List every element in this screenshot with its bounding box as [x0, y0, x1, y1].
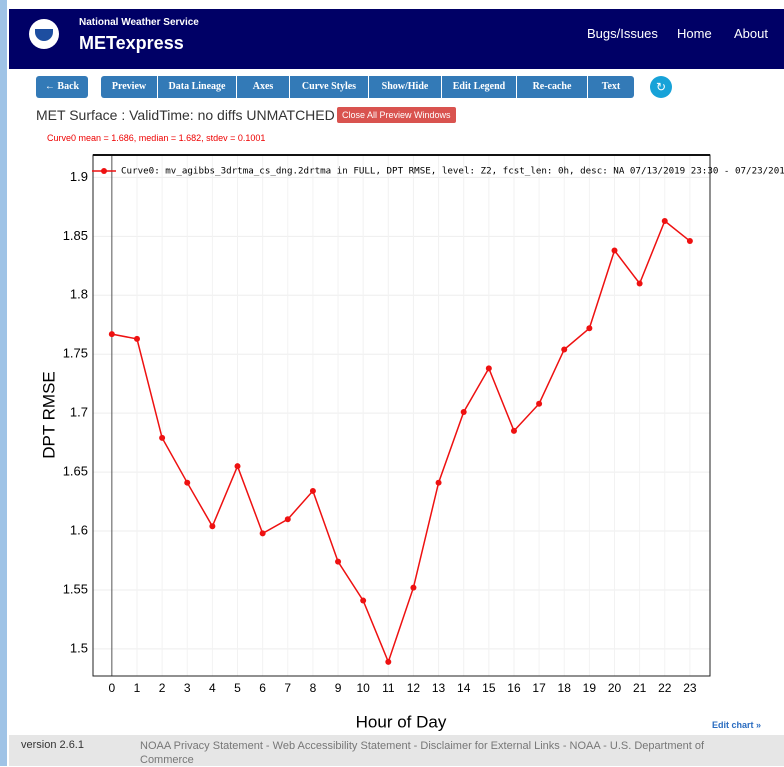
- toolbar-button[interactable]: Text: [588, 76, 634, 98]
- data-point: [259, 530, 266, 537]
- header: National Weather Service METexpress Bugs…: [9, 9, 784, 69]
- y-tick-label: 1.65: [63, 464, 88, 479]
- x-tick-label: 2: [159, 681, 166, 695]
- data-line: [111, 219, 691, 664]
- toolbar-button[interactable]: Axes: [237, 76, 289, 98]
- chart: DPT RMSE Hour of Day 1.5 1.55 1.6 1.65 1.7 1.…: [39, 154, 784, 731]
- data-point: [536, 400, 543, 407]
- data-point: [686, 238, 693, 245]
- data-point: [108, 331, 115, 338]
- data-point: [460, 408, 467, 415]
- y-tick-label: 1.7: [70, 405, 88, 420]
- version: version 2.6.1: [21, 739, 84, 751]
- data-point: [159, 434, 166, 441]
- x-tick-label: 9: [335, 681, 342, 695]
- refresh-button[interactable]: ↻: [650, 76, 672, 98]
- side-bar: [0, 0, 7, 766]
- toolbar-button[interactable]: Preview: [101, 76, 157, 98]
- data-point: [435, 479, 442, 486]
- noaa-logo: [29, 19, 59, 49]
- x-tick-label: 8: [310, 681, 317, 695]
- x-tick-label: 5: [234, 681, 241, 695]
- data-point: [636, 280, 643, 287]
- y-tick-label: 1.8: [70, 287, 88, 302]
- x-tick-label: 10: [356, 681, 370, 695]
- x-tick-label: 21: [633, 681, 647, 695]
- x-tick-label: 23: [683, 681, 697, 695]
- nav-link[interactable]: About: [734, 26, 768, 41]
- toolbar-button[interactable]: Show/Hide: [369, 76, 441, 98]
- data-point: [309, 487, 316, 494]
- x-tick-label: 11: [382, 681, 395, 695]
- x-tick-label: 14: [457, 681, 471, 695]
- x-tick-label: 3: [184, 681, 191, 695]
- y-axis-title: DPT RMSE: [39, 371, 58, 459]
- legend-swatch: [101, 168, 107, 174]
- footer: version 2.6.1 NOAA Privacy Statement - W…: [9, 735, 784, 766]
- x-tick-label: 0: [109, 681, 116, 695]
- footer-links[interactable]: NOAA Privacy Statement - Web Accessibili…: [140, 740, 705, 766]
- data-point: [209, 523, 216, 530]
- data-point: [611, 247, 618, 254]
- edit-chart-link[interactable]: Edit chart »: [712, 720, 762, 730]
- x-tick-label: 15: [482, 681, 496, 695]
- x-tick-label: 22: [658, 681, 672, 695]
- data-point: [410, 584, 417, 591]
- x-tick-label: 7: [284, 681, 291, 695]
- y-tick-label: 1.75: [63, 346, 88, 361]
- nav-link[interactable]: Home: [677, 26, 712, 41]
- legend-label: Curve0: mv_agibbs_3drtma_cs_dng.2drtma i…: [121, 166, 784, 177]
- x-axis-title: Hour of Day: [356, 712, 447, 731]
- close-button[interactable]: Close All Preview Windows: [337, 107, 456, 123]
- data-point: [284, 516, 291, 523]
- plot-title: MET Surface : ValidTime: no diffs UNMATC…: [36, 107, 335, 123]
- data-point: [385, 658, 392, 665]
- data-point: [510, 427, 517, 434]
- nav-link[interactable]: Bugs/Issues: [587, 26, 658, 41]
- y-tick-label: 1.5: [70, 640, 88, 655]
- x-tick-label: 16: [507, 681, 521, 695]
- x-tick-label: 13: [432, 681, 446, 695]
- button-label: Back: [57, 81, 80, 92]
- data-point: [586, 325, 593, 332]
- x-tick-label: 1: [134, 681, 141, 695]
- app-name[interactable]: METexpress: [79, 33, 184, 53]
- data-point: [661, 218, 668, 225]
- stats-text: Curve0 mean = 1.686, median = 1.682, std…: [47, 133, 266, 143]
- x-tick-label: 6: [259, 681, 266, 695]
- data-point: [561, 346, 568, 353]
- toolbar-button[interactable]: Edit Legend: [442, 76, 516, 98]
- data-point: [234, 463, 241, 470]
- data-point: [133, 335, 140, 342]
- toolbar-button[interactable]: Curve Styles: [290, 76, 368, 98]
- y-tick-label: 1.85: [63, 228, 88, 243]
- back-button[interactable]: ← Back: [36, 76, 88, 98]
- x-tick-label: 18: [558, 681, 572, 695]
- y-tick-label: 1.9: [70, 169, 88, 184]
- x-tick-label: 17: [532, 681, 546, 695]
- data-point: [335, 558, 342, 565]
- org-name: National Weather Service: [79, 17, 199, 28]
- data-point: [184, 479, 191, 486]
- y-tick-label: 1.55: [63, 581, 88, 596]
- x-tick-label: 19: [583, 681, 597, 695]
- x-tick-label: 20: [608, 681, 622, 695]
- toolbar-button[interactable]: Re-cache: [517, 76, 587, 98]
- x-tick-label: 4: [209, 681, 216, 695]
- x-tick-label: 12: [407, 681, 421, 695]
- y-tick-label: 1.6: [70, 522, 88, 537]
- plot-frame: [92, 154, 711, 677]
- data-point: [485, 365, 492, 372]
- data-point: [360, 597, 367, 604]
- toolbar-button[interactable]: Data Lineage: [158, 76, 236, 98]
